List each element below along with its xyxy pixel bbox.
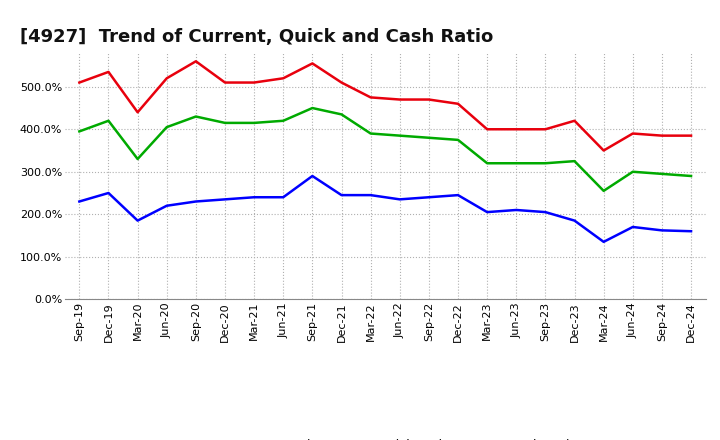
Quick Ratio <box>163 125 171 130</box>
Current Ratio <box>657 133 666 138</box>
Current Ratio <box>425 97 433 102</box>
Quick Ratio <box>366 131 375 136</box>
Current Ratio <box>163 76 171 81</box>
Quick Ratio <box>279 118 287 123</box>
Cash Ratio <box>366 192 375 198</box>
Current Ratio <box>337 80 346 85</box>
Quick Ratio <box>512 161 521 166</box>
Current Ratio <box>687 133 696 138</box>
Quick Ratio <box>629 169 637 174</box>
Cash Ratio <box>629 224 637 230</box>
Current Ratio <box>104 69 113 74</box>
Cash Ratio <box>599 239 608 245</box>
Quick Ratio <box>599 188 608 194</box>
Line: Cash Ratio: Cash Ratio <box>79 176 691 242</box>
Current Ratio <box>279 76 287 81</box>
Cash Ratio <box>483 209 492 215</box>
Quick Ratio <box>687 173 696 179</box>
Current Ratio <box>599 148 608 153</box>
Cash Ratio <box>512 207 521 213</box>
Cash Ratio <box>337 192 346 198</box>
Cash Ratio <box>104 191 113 196</box>
Cash Ratio <box>279 194 287 200</box>
Quick Ratio <box>133 156 142 161</box>
Current Ratio <box>541 127 550 132</box>
Cash Ratio <box>687 229 696 234</box>
Text: [4927]  Trend of Current, Quick and Cash Ratio: [4927] Trend of Current, Quick and Cash … <box>20 28 493 46</box>
Cash Ratio <box>133 218 142 223</box>
Cash Ratio <box>657 228 666 233</box>
Quick Ratio <box>337 112 346 117</box>
Quick Ratio <box>104 118 113 123</box>
Quick Ratio <box>75 129 84 134</box>
Cash Ratio <box>454 192 462 198</box>
Cash Ratio <box>163 203 171 209</box>
Cash Ratio <box>425 194 433 200</box>
Current Ratio <box>395 97 404 102</box>
Cash Ratio <box>250 194 258 200</box>
Current Ratio <box>629 131 637 136</box>
Current Ratio <box>366 95 375 100</box>
Cash Ratio <box>541 209 550 215</box>
Current Ratio <box>512 127 521 132</box>
Cash Ratio <box>308 173 317 179</box>
Cash Ratio <box>75 199 84 204</box>
Current Ratio <box>570 118 579 123</box>
Current Ratio <box>483 127 492 132</box>
Line: Current Ratio: Current Ratio <box>79 61 691 150</box>
Quick Ratio <box>308 106 317 111</box>
Quick Ratio <box>425 135 433 140</box>
Current Ratio <box>250 80 258 85</box>
Cash Ratio <box>220 197 229 202</box>
Cash Ratio <box>192 199 200 204</box>
Quick Ratio <box>657 171 666 176</box>
Current Ratio <box>220 80 229 85</box>
Current Ratio <box>454 101 462 106</box>
Cash Ratio <box>395 197 404 202</box>
Quick Ratio <box>483 161 492 166</box>
Quick Ratio <box>220 120 229 125</box>
Quick Ratio <box>454 137 462 143</box>
Quick Ratio <box>192 114 200 119</box>
Current Ratio <box>133 110 142 115</box>
Quick Ratio <box>541 161 550 166</box>
Quick Ratio <box>395 133 404 138</box>
Line: Quick Ratio: Quick Ratio <box>79 108 691 191</box>
Current Ratio <box>308 61 317 66</box>
Cash Ratio <box>570 218 579 223</box>
Current Ratio <box>75 80 84 85</box>
Current Ratio <box>192 59 200 64</box>
Legend: Current Ratio, Quick Ratio, Cash Ratio: Current Ratio, Quick Ratio, Cash Ratio <box>189 433 582 440</box>
Quick Ratio <box>250 120 258 125</box>
Quick Ratio <box>570 158 579 164</box>
